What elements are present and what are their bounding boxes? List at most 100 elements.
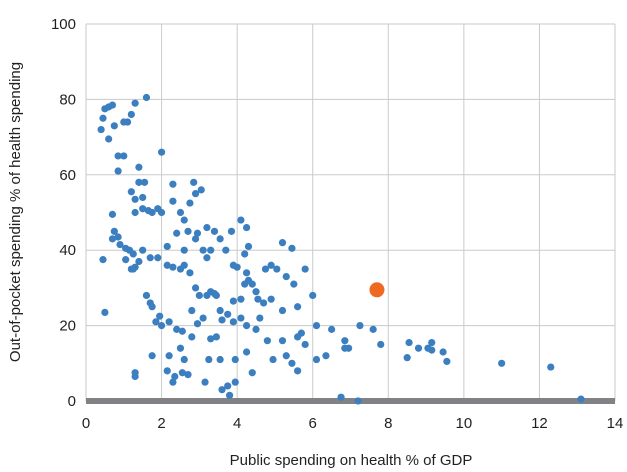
data-point xyxy=(278,337,287,345)
data-point xyxy=(273,265,281,273)
data-point xyxy=(229,297,237,305)
data-point xyxy=(229,318,237,326)
data-point xyxy=(123,118,132,126)
data-point xyxy=(186,199,194,207)
x-tick-label: 6 xyxy=(309,415,317,432)
data-point xyxy=(354,397,362,405)
data-point xyxy=(312,322,321,330)
data-point xyxy=(231,378,239,386)
data-point xyxy=(269,355,277,364)
data-point xyxy=(218,316,226,324)
data-point xyxy=(131,99,139,107)
data-point xyxy=(163,261,171,269)
data-point xyxy=(224,310,232,318)
data-point xyxy=(233,263,241,271)
plot-area xyxy=(86,24,615,401)
x-tick-label: 14 xyxy=(607,415,624,432)
data-point xyxy=(218,386,226,394)
data-points xyxy=(97,93,585,405)
data-point xyxy=(195,291,203,300)
data-point xyxy=(212,333,220,341)
data-point xyxy=(180,216,188,224)
data-point xyxy=(278,239,287,247)
data-point xyxy=(139,193,147,202)
data-point xyxy=(173,325,181,333)
data-point xyxy=(193,229,202,237)
data-point xyxy=(267,295,275,303)
x-tick-label: 12 xyxy=(531,415,548,432)
data-point xyxy=(131,372,139,381)
data-point xyxy=(135,163,143,171)
y-tick-label: 20 xyxy=(59,318,76,335)
data-point xyxy=(135,178,143,186)
data-point xyxy=(216,355,224,364)
data-point xyxy=(99,256,107,264)
data-point xyxy=(110,122,118,130)
data-point xyxy=(369,325,377,333)
data-point xyxy=(210,227,219,235)
data-point xyxy=(169,197,177,205)
data-point xyxy=(224,382,232,390)
data-point xyxy=(156,312,164,320)
data-point xyxy=(428,346,436,354)
data-point xyxy=(108,101,117,109)
data-point xyxy=(199,314,207,322)
data-point xyxy=(163,242,171,251)
data-point xyxy=(252,288,260,296)
y-tick-label: 80 xyxy=(59,91,76,108)
data-point xyxy=(212,291,220,300)
data-point xyxy=(190,178,198,186)
data-point xyxy=(403,354,411,362)
data-point xyxy=(414,344,423,352)
data-point xyxy=(377,340,385,349)
data-point xyxy=(157,208,166,217)
data-point xyxy=(405,338,413,347)
data-point xyxy=(142,291,151,300)
data-point xyxy=(110,227,118,235)
data-point xyxy=(341,337,349,345)
data-point xyxy=(180,355,188,364)
data-point xyxy=(178,327,186,335)
data-point xyxy=(242,348,251,356)
data-point xyxy=(142,93,151,102)
data-point xyxy=(148,352,156,360)
data-point xyxy=(188,306,196,315)
data-point xyxy=(105,135,113,143)
y-tick-labels: 0 20 40 60 80 100 xyxy=(51,16,76,410)
data-point xyxy=(116,240,124,249)
data-point xyxy=(191,284,200,292)
data-point xyxy=(176,208,185,217)
data-point xyxy=(207,335,215,343)
data-point xyxy=(171,372,179,381)
x-tick-labels: 0 2 4 6 8 10 12 14 xyxy=(82,415,624,432)
data-point xyxy=(120,152,128,160)
data-point xyxy=(297,329,305,337)
x-axis-baseline xyxy=(86,398,615,404)
x-axis-title: Public spending on health % of GDP xyxy=(230,452,473,469)
data-point xyxy=(129,250,137,258)
data-point xyxy=(241,250,249,258)
data-point xyxy=(186,269,194,277)
data-point xyxy=(173,229,181,237)
data-point xyxy=(322,352,330,360)
data-point xyxy=(127,110,135,119)
data-point xyxy=(152,318,160,326)
data-point xyxy=(290,280,298,288)
data-point xyxy=(248,369,256,377)
data-point xyxy=(237,314,245,322)
data-point xyxy=(191,235,200,243)
data-point xyxy=(242,269,251,277)
data-point xyxy=(135,257,143,266)
data-point xyxy=(146,254,154,262)
data-point xyxy=(256,314,264,322)
data-point xyxy=(99,114,107,122)
y-axis-title: Out-of-pocket spending % of health spend… xyxy=(7,62,24,362)
y-tick-label: 0 xyxy=(68,393,76,410)
data-point xyxy=(176,344,185,352)
data-point xyxy=(131,195,139,203)
data-point xyxy=(263,337,271,345)
data-point xyxy=(157,148,166,156)
data-point xyxy=(309,291,317,300)
data-point xyxy=(282,272,290,281)
data-point xyxy=(184,371,192,379)
